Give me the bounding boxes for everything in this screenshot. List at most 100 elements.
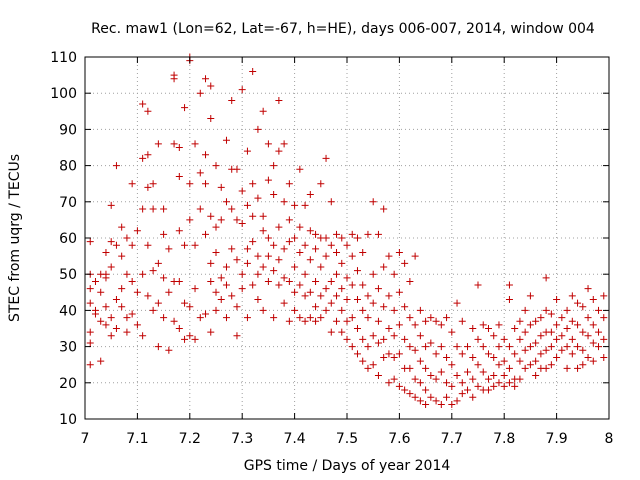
- data-point: [574, 299, 582, 307]
- data-point: [139, 154, 147, 162]
- data-point: [490, 372, 498, 380]
- data-point: [469, 353, 477, 361]
- data-point: [390, 306, 398, 314]
- data-point: [306, 256, 314, 264]
- data-point: [558, 314, 566, 322]
- data-point: [563, 306, 571, 314]
- data-point: [422, 317, 430, 325]
- data-point: [280, 274, 288, 282]
- data-point: [181, 335, 189, 343]
- data-point: [374, 285, 382, 293]
- data-point: [160, 314, 168, 322]
- data-point: [416, 397, 424, 405]
- data-point: [249, 281, 257, 289]
- data-point: [516, 317, 524, 325]
- data-point: [385, 379, 393, 387]
- data-point: [301, 292, 309, 300]
- data-point: [312, 277, 320, 285]
- data-point: [416, 306, 424, 314]
- data-point: [600, 335, 608, 343]
- data-point: [191, 241, 199, 249]
- data-point: [254, 296, 262, 304]
- data-point: [102, 274, 110, 282]
- data-point: [306, 191, 314, 199]
- data-point: [233, 303, 241, 311]
- data-point: [385, 292, 393, 300]
- data-point: [338, 285, 346, 293]
- data-point: [128, 277, 136, 285]
- data-point: [385, 325, 393, 332]
- data-point: [86, 299, 94, 307]
- data-point: [139, 270, 147, 278]
- data-point: [186, 303, 194, 311]
- data-point: [291, 201, 299, 209]
- data-point: [532, 357, 540, 365]
- data-point: [422, 386, 430, 394]
- data-point: [233, 256, 241, 264]
- data-point: [285, 216, 293, 224]
- x-tick-label: 7.9: [545, 431, 567, 447]
- data-point: [374, 339, 382, 347]
- data-point: [563, 364, 571, 372]
- data-point: [406, 390, 414, 398]
- data-point: [233, 165, 241, 173]
- data-point: [464, 343, 472, 351]
- y-tick-label: 10: [59, 412, 77, 428]
- data-point: [222, 198, 230, 206]
- data-point: [443, 353, 451, 361]
- data-point: [97, 357, 105, 365]
- data-point: [484, 386, 492, 394]
- data-point: [102, 321, 110, 329]
- x-axis-label: GPS time / Days of year 2014: [244, 458, 451, 474]
- y-axis-tick-labels: 10 20 30 40 50 60 70 80 90 100 110: [50, 50, 77, 428]
- data-point: [133, 227, 141, 235]
- data-point: [317, 292, 325, 300]
- data-point: [500, 335, 508, 343]
- data-point: [353, 296, 361, 304]
- data-point: [123, 234, 131, 242]
- data-point: [584, 285, 592, 293]
- data-point: [353, 234, 361, 242]
- data-point: [385, 350, 393, 358]
- data-point: [532, 372, 540, 380]
- data-point: [490, 332, 498, 340]
- data-point: [202, 180, 210, 188]
- data-point: [437, 343, 445, 351]
- data-point: [312, 245, 320, 253]
- grid-lines: [85, 57, 609, 419]
- data-point: [228, 292, 236, 300]
- y-tick-label: 100: [50, 86, 77, 102]
- data-point: [312, 303, 320, 311]
- data-point: [139, 332, 147, 340]
- data-point: [416, 379, 424, 387]
- data-point: [191, 140, 199, 148]
- data-point: [568, 350, 576, 358]
- data-point: [411, 346, 419, 354]
- data-point: [322, 252, 330, 260]
- data-point: [395, 321, 403, 329]
- data-point: [144, 183, 152, 191]
- data-point: [369, 299, 377, 307]
- data-point: [275, 223, 283, 231]
- data-point: [181, 104, 189, 112]
- data-point: [443, 379, 451, 387]
- data-point: [291, 234, 299, 242]
- y-tick-label: 110: [50, 50, 77, 66]
- data-point: [238, 220, 246, 228]
- data-point: [86, 238, 94, 246]
- data-point: [144, 241, 152, 249]
- data-point: [222, 314, 230, 322]
- x-tick-label: 7.2: [179, 431, 201, 447]
- data-point: [369, 198, 377, 206]
- data-point: [600, 353, 608, 361]
- data-point: [291, 263, 299, 271]
- data-point: [280, 245, 288, 253]
- data-point: [469, 325, 477, 332]
- data-point: [558, 332, 566, 340]
- data-point: [118, 303, 126, 311]
- data-point: [149, 205, 157, 213]
- data-point: [306, 314, 314, 322]
- data-point: [374, 230, 382, 238]
- data-point: [112, 325, 120, 332]
